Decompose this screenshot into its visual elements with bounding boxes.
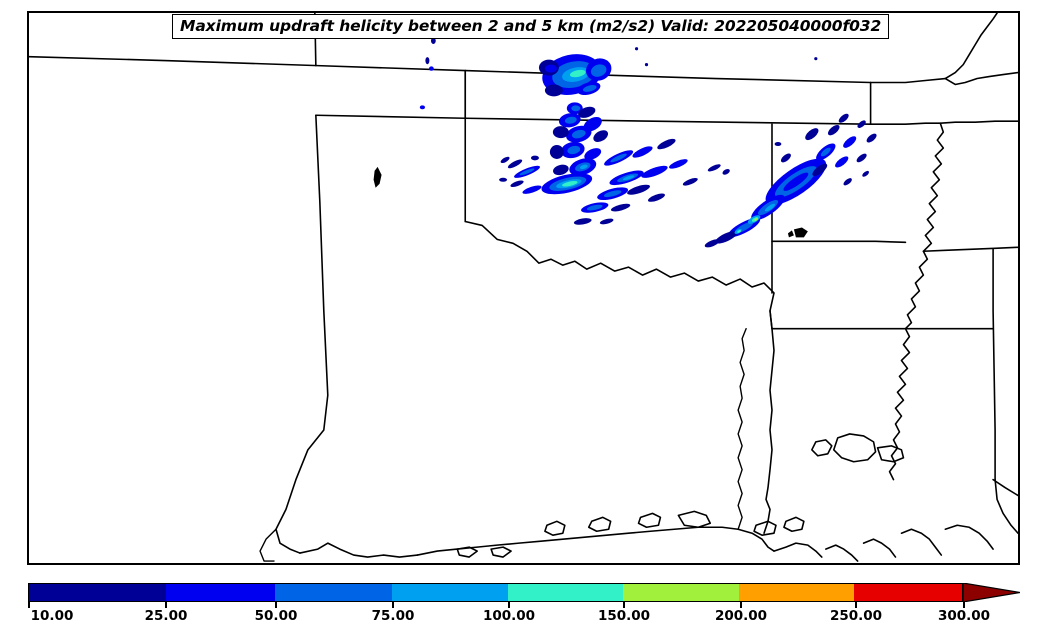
colorbar-segment-75-100 bbox=[392, 584, 508, 601]
colorbar-label-200.00: 200.00 bbox=[714, 608, 768, 624]
colorbar-tick-75.00 bbox=[392, 602, 394, 608]
colorbar-ticks bbox=[0, 602, 1037, 610]
colorbar-tick-10.00 bbox=[28, 602, 30, 608]
colorbar-label-75.00: 75.00 bbox=[371, 608, 415, 624]
colorbar-label-50.00: 50.00 bbox=[254, 608, 298, 624]
swath-cluster-central bbox=[499, 102, 721, 225]
plot-title: Maximum updraft helicity between 2 and 5… bbox=[180, 17, 882, 35]
map-marks bbox=[373, 166, 808, 238]
colorbar-label-25.00: 25.00 bbox=[144, 608, 188, 624]
colorbar-segment-50-75 bbox=[275, 584, 393, 601]
colorbar-tick-100.00 bbox=[508, 602, 510, 608]
colorbar-tick-300.00 bbox=[963, 602, 965, 608]
colorbar-segment-10-25 bbox=[29, 584, 166, 601]
colorbar-segment-100-150 bbox=[507, 584, 623, 601]
map-canvas bbox=[29, 13, 1018, 562]
map-frame bbox=[27, 11, 1020, 565]
colorbar-tick-150.00 bbox=[623, 602, 625, 608]
colorbar: 10.00 25.00 50.00 75.00 100.00 150.00 200.00 25… bbox=[0, 575, 1037, 633]
colorbar-segment-250-300 bbox=[854, 584, 962, 601]
plot-title-box: Maximum updraft helicity between 2 and 5… bbox=[172, 14, 890, 39]
colorbar-tick-labels: 10.00 25.00 50.00 75.00 100.00 150.00 200.00 25… bbox=[0, 608, 1037, 630]
coastline-detail bbox=[259, 328, 747, 562]
colorbar-label-300.00: 300.00 bbox=[937, 608, 991, 624]
colorbar-tick-250.00 bbox=[855, 602, 857, 608]
colorbar-label-150.00: 150.00 bbox=[597, 608, 651, 624]
colorbar-tick-25.00 bbox=[165, 602, 167, 608]
colorbar-segment-200-250 bbox=[739, 584, 855, 601]
colorbar-label-250.00: 250.00 bbox=[829, 608, 883, 624]
updraft-helicity-swaths bbox=[419, 37, 877, 248]
state-boundaries bbox=[29, 13, 1018, 562]
colorbar-tick-200.00 bbox=[740, 602, 742, 608]
colorbar-gradient bbox=[28, 583, 963, 602]
swath-cluster-east bbox=[704, 113, 877, 248]
colorbar-segment-150-200 bbox=[622, 584, 740, 601]
colorbar-segment-25-50 bbox=[165, 584, 276, 601]
colorbar-extend-arrow bbox=[963, 583, 1020, 602]
colorbar-label-10.00: 10.00 bbox=[30, 608, 74, 624]
colorbar-label-100.00: 100.00 bbox=[482, 608, 536, 624]
colorbar-tick-50.00 bbox=[275, 602, 277, 608]
swath-cluster-north bbox=[419, 37, 818, 110]
